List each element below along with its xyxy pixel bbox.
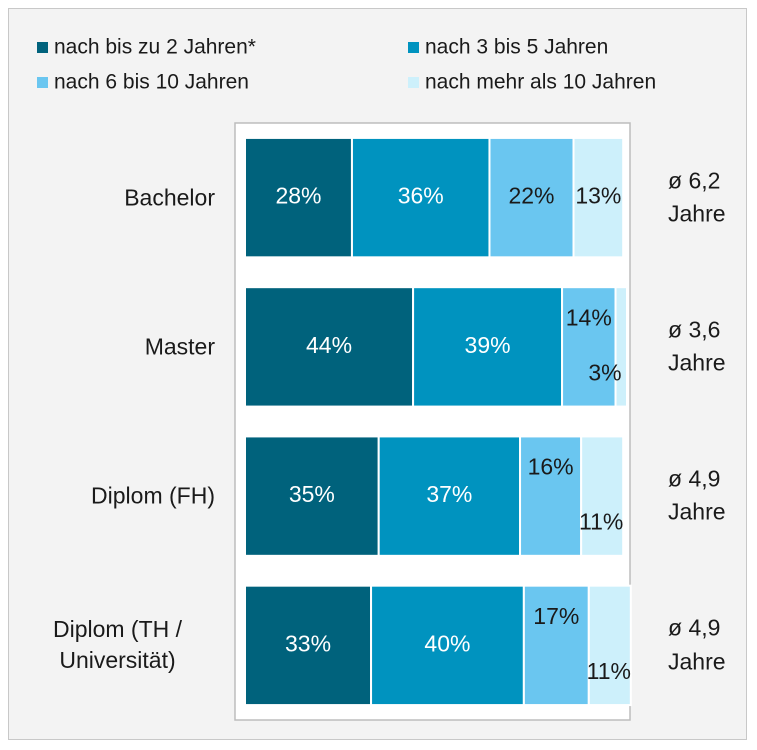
bar-segment <box>370 584 525 707</box>
legend-label: nach bis zu 2 Jahren* <box>54 36 256 59</box>
legend-swatch <box>37 42 48 53</box>
bar-segment <box>614 286 628 408</box>
bar-segment <box>519 435 583 557</box>
legend-label: nach mehr als 10 Jahren <box>425 71 656 94</box>
category-label: Master <box>20 331 215 362</box>
value-label: 14% <box>566 304 612 330</box>
bar-segment <box>244 435 380 557</box>
value-label: 22% <box>508 183 554 209</box>
average-annotation-text: ø 4,9 Jahre <box>668 465 726 526</box>
category-label-text: Diplom (TH / Universität) <box>52 616 183 674</box>
value-label: 11% <box>579 509 623 535</box>
value-label: 11% <box>587 658 631 684</box>
category-label-text: Bachelor <box>124 184 215 211</box>
value-label: 44% <box>306 332 352 358</box>
value-label: 40% <box>424 630 470 656</box>
value-label: 13% <box>575 183 621 209</box>
category-label: Bachelor <box>20 182 215 213</box>
legend-swatch <box>408 77 419 88</box>
average-annotation-text: ø 6,2 Jahre <box>668 167 726 227</box>
bar-segment <box>587 584 632 707</box>
category-label-text: Master <box>144 333 215 360</box>
legend-label: nach 6 bis 10 Jahren <box>54 71 249 94</box>
value-label: 39% <box>465 332 511 358</box>
category-label-text: Diplom (FH) <box>91 482 215 509</box>
value-label: 17% <box>533 603 579 629</box>
category-label: Diplom (FH) <box>20 481 215 512</box>
legend-swatch <box>408 42 419 53</box>
value-label: 36% <box>398 183 444 209</box>
value-label: 35% <box>289 481 335 507</box>
value-label: 3% <box>588 359 621 385</box>
average-annotation-text: ø 3,6 Jahre <box>668 316 726 376</box>
bar-segment <box>572 136 625 259</box>
legend-label: nach 3 bis 5 Jahren <box>425 36 608 59</box>
value-label: 16% <box>528 454 574 480</box>
bar-segment <box>350 136 491 259</box>
value-label: 28% <box>275 183 321 209</box>
average-annotation: ø 4,9 Jahre <box>668 612 748 679</box>
value-label: 37% <box>426 481 472 507</box>
bar-segment <box>412 286 564 408</box>
bar-segment <box>522 584 590 707</box>
average-annotation: ø 3,6 Jahre <box>668 314 748 381</box>
category-label: Diplom (TH / Universität) <box>20 614 215 676</box>
average-annotation: ø 6,2 Jahre <box>668 164 748 231</box>
bar-segment <box>244 584 373 707</box>
average-annotation-text: ø 4,9 Jahre <box>668 615 726 675</box>
legend-swatch <box>37 77 48 88</box>
average-annotation: ø 4,9 Jahre <box>668 463 748 530</box>
bar-segment <box>580 435 625 557</box>
value-label: 33% <box>285 630 331 656</box>
